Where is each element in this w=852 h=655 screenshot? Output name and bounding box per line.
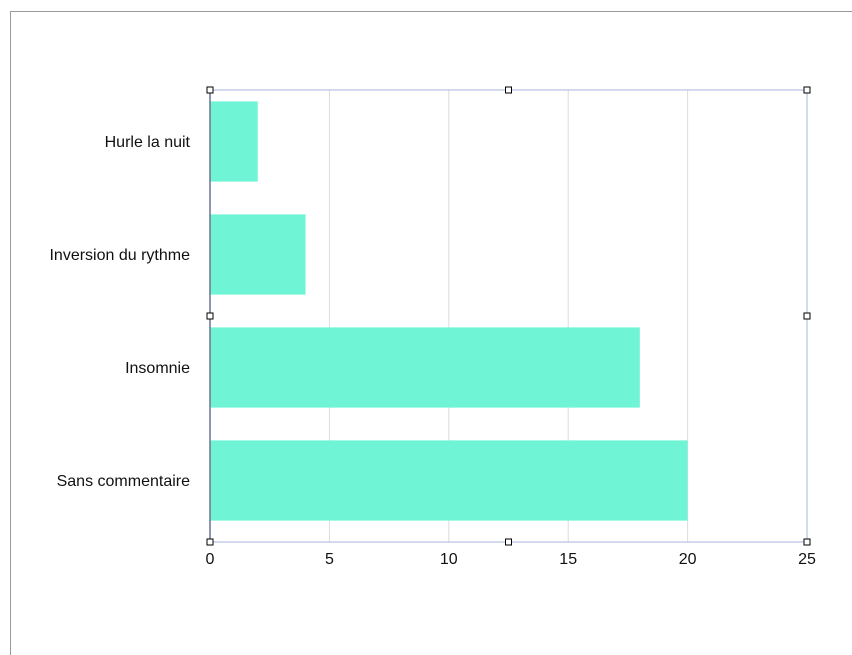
resize-handle[interactable] xyxy=(803,312,811,320)
bar xyxy=(210,101,258,182)
bar xyxy=(210,327,640,408)
category-label: Hurle la nuit xyxy=(105,134,191,151)
x-tick-label: 0 xyxy=(206,551,215,568)
category-label: Inversion du rythme xyxy=(49,247,190,264)
x-tick-label: 10 xyxy=(440,551,458,568)
bar xyxy=(210,214,306,295)
resize-handle[interactable] xyxy=(505,86,512,94)
x-tick-label: 20 xyxy=(679,551,697,568)
resize-handle[interactable] xyxy=(803,86,811,94)
x-tick-label: 5 xyxy=(325,551,334,568)
x-tick-label: 25 xyxy=(798,551,816,568)
bars xyxy=(210,101,688,521)
bar xyxy=(210,440,688,521)
resize-handle[interactable] xyxy=(206,312,214,320)
category-label: Sans commentaire xyxy=(57,473,190,490)
resize-handle[interactable] xyxy=(803,538,811,546)
labels: Hurle la nuit Inversion du rythme Insomnie… xyxy=(49,134,816,568)
resize-handle[interactable] xyxy=(505,538,512,546)
category-label: Insomnie xyxy=(125,360,190,377)
x-tick-label: 15 xyxy=(559,551,577,568)
resize-handle[interactable] xyxy=(206,86,214,94)
resize-handle[interactable] xyxy=(206,538,214,546)
selection-frame[interactable] xyxy=(206,86,811,546)
